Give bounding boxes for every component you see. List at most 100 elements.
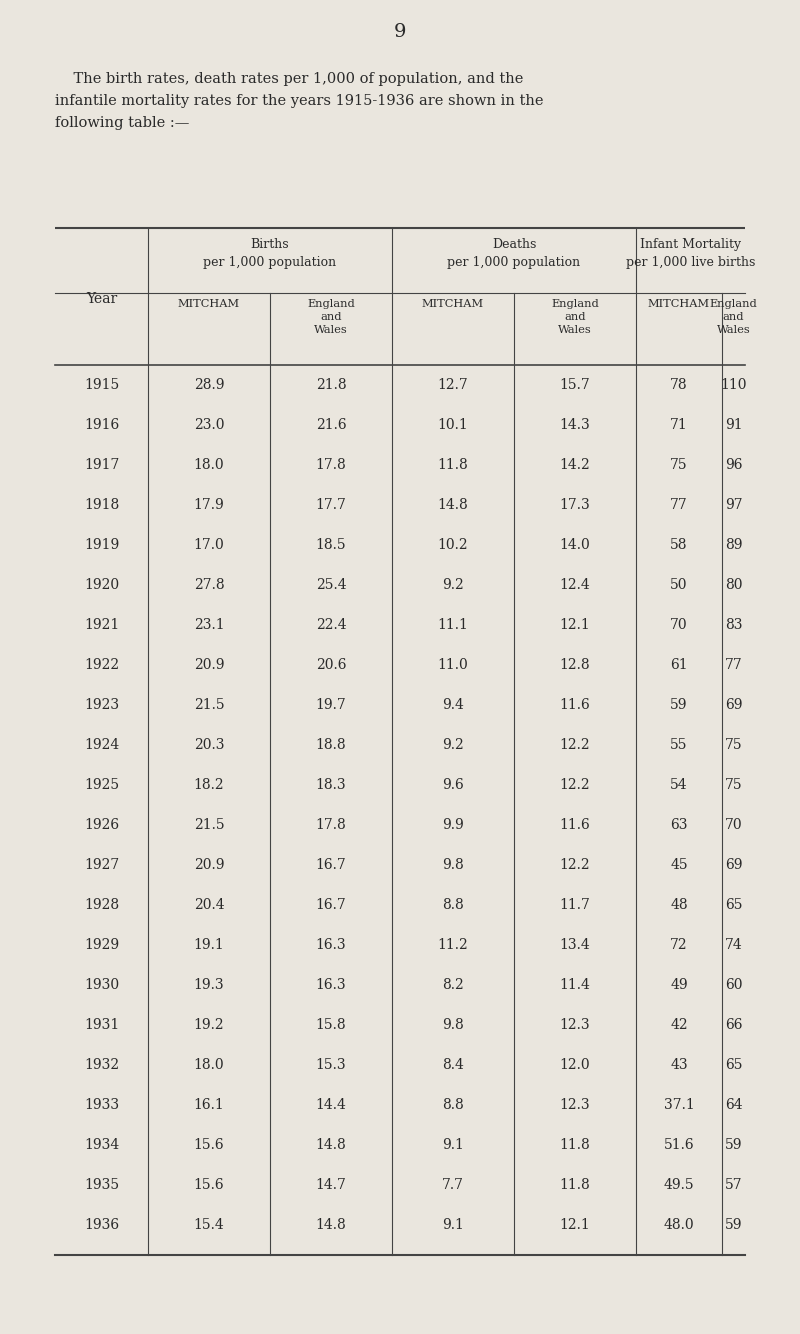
Text: 19.2: 19.2 [194, 1018, 224, 1033]
Text: 16.3: 16.3 [316, 938, 346, 952]
Text: 19.1: 19.1 [194, 938, 224, 952]
Text: 1923: 1923 [84, 698, 119, 712]
Text: 21.6: 21.6 [316, 418, 346, 432]
Text: 1922: 1922 [84, 658, 119, 672]
Text: 55: 55 [670, 738, 688, 752]
Text: 28.9: 28.9 [194, 378, 224, 392]
Text: 77: 77 [670, 498, 688, 512]
Text: 74: 74 [725, 938, 742, 952]
Text: 11.8: 11.8 [438, 458, 468, 472]
Text: 49: 49 [670, 978, 688, 992]
Text: 1921: 1921 [84, 618, 119, 632]
Text: 54: 54 [670, 778, 688, 792]
Text: 8.8: 8.8 [442, 898, 464, 912]
Text: 1918: 1918 [84, 498, 119, 512]
Text: 48.0: 48.0 [664, 1218, 694, 1233]
Text: 66: 66 [725, 1018, 742, 1033]
Text: 13.4: 13.4 [560, 938, 590, 952]
Text: 1926: 1926 [84, 818, 119, 832]
Text: 71: 71 [670, 418, 688, 432]
Text: 1929: 1929 [84, 938, 119, 952]
Text: 12.3: 12.3 [560, 1018, 590, 1033]
Text: 11.2: 11.2 [438, 938, 468, 952]
Text: 15.7: 15.7 [560, 378, 590, 392]
Text: 27.8: 27.8 [194, 578, 224, 592]
Text: Deaths
per 1,000 population: Deaths per 1,000 population [447, 237, 581, 269]
Text: 1932: 1932 [84, 1058, 119, 1073]
Text: 8.8: 8.8 [442, 1098, 464, 1113]
Text: 64: 64 [725, 1098, 742, 1113]
Text: 9.9: 9.9 [442, 818, 464, 832]
Text: 16.7: 16.7 [316, 898, 346, 912]
Text: MITCHAM: MITCHAM [178, 299, 240, 309]
Text: 20.9: 20.9 [194, 858, 224, 872]
Text: 8.2: 8.2 [442, 978, 464, 992]
Text: 18.0: 18.0 [194, 1058, 224, 1073]
Text: 11.0: 11.0 [438, 658, 468, 672]
Text: 16.3: 16.3 [316, 978, 346, 992]
Text: 12.3: 12.3 [560, 1098, 590, 1113]
Text: 12.1: 12.1 [560, 1218, 590, 1233]
Text: 10.1: 10.1 [438, 418, 468, 432]
Text: 9.4: 9.4 [442, 698, 464, 712]
Text: 42: 42 [670, 1018, 688, 1033]
Text: 9.1: 9.1 [442, 1138, 464, 1153]
Text: MITCHAM: MITCHAM [648, 299, 710, 309]
Text: 14.4: 14.4 [315, 1098, 346, 1113]
Text: 50: 50 [670, 578, 688, 592]
Text: 60: 60 [725, 978, 742, 992]
Text: MITCHAM: MITCHAM [422, 299, 484, 309]
Text: 1930: 1930 [84, 978, 119, 992]
Text: 65: 65 [725, 898, 742, 912]
Text: 97: 97 [725, 498, 742, 512]
Text: 21.5: 21.5 [194, 818, 224, 832]
Text: 45: 45 [670, 858, 688, 872]
Text: 1919: 1919 [84, 538, 119, 552]
Text: 15.3: 15.3 [316, 1058, 346, 1073]
Text: 43: 43 [670, 1058, 688, 1073]
Text: 11.6: 11.6 [560, 698, 590, 712]
Text: 22.4: 22.4 [316, 618, 346, 632]
Text: 51.6: 51.6 [664, 1138, 694, 1153]
Text: 1934: 1934 [84, 1138, 119, 1153]
Text: 57: 57 [725, 1178, 742, 1193]
Text: 15.6: 15.6 [194, 1178, 224, 1193]
Text: 17.9: 17.9 [194, 498, 224, 512]
Text: 78: 78 [670, 378, 688, 392]
Text: 25.4: 25.4 [316, 578, 346, 592]
Text: 23.1: 23.1 [194, 618, 224, 632]
Text: 14.8: 14.8 [316, 1138, 346, 1153]
Text: 1927: 1927 [84, 858, 119, 872]
Text: 17.7: 17.7 [315, 498, 346, 512]
Text: 75: 75 [670, 458, 688, 472]
Text: 12.8: 12.8 [560, 658, 590, 672]
Text: 70: 70 [670, 618, 688, 632]
Text: 9.6: 9.6 [442, 778, 464, 792]
Text: 72: 72 [670, 938, 688, 952]
Text: 11.4: 11.4 [559, 978, 590, 992]
Text: 83: 83 [725, 618, 742, 632]
Text: England
and
Wales: England and Wales [307, 299, 355, 335]
Text: infantile mortality rates for the years 1915-1936 are shown in the: infantile mortality rates for the years … [55, 93, 543, 108]
Text: 12.1: 12.1 [560, 618, 590, 632]
Text: 1920: 1920 [84, 578, 119, 592]
Text: 69: 69 [725, 858, 742, 872]
Text: 14.3: 14.3 [560, 418, 590, 432]
Text: 21.5: 21.5 [194, 698, 224, 712]
Text: 18.3: 18.3 [316, 778, 346, 792]
Text: 37.1: 37.1 [664, 1098, 694, 1113]
Text: 12.4: 12.4 [560, 578, 590, 592]
Text: 1925: 1925 [84, 778, 119, 792]
Text: 48: 48 [670, 898, 688, 912]
Text: 63: 63 [670, 818, 688, 832]
Text: 10.2: 10.2 [438, 538, 468, 552]
Text: 110: 110 [720, 378, 746, 392]
Text: 17.8: 17.8 [316, 458, 346, 472]
Text: 9.8: 9.8 [442, 1018, 464, 1033]
Text: 1916: 1916 [84, 418, 119, 432]
Text: 49.5: 49.5 [664, 1178, 694, 1193]
Text: 12.0: 12.0 [560, 1058, 590, 1073]
Text: 21.8: 21.8 [316, 378, 346, 392]
Text: 75: 75 [725, 738, 742, 752]
Text: 14.0: 14.0 [560, 538, 590, 552]
